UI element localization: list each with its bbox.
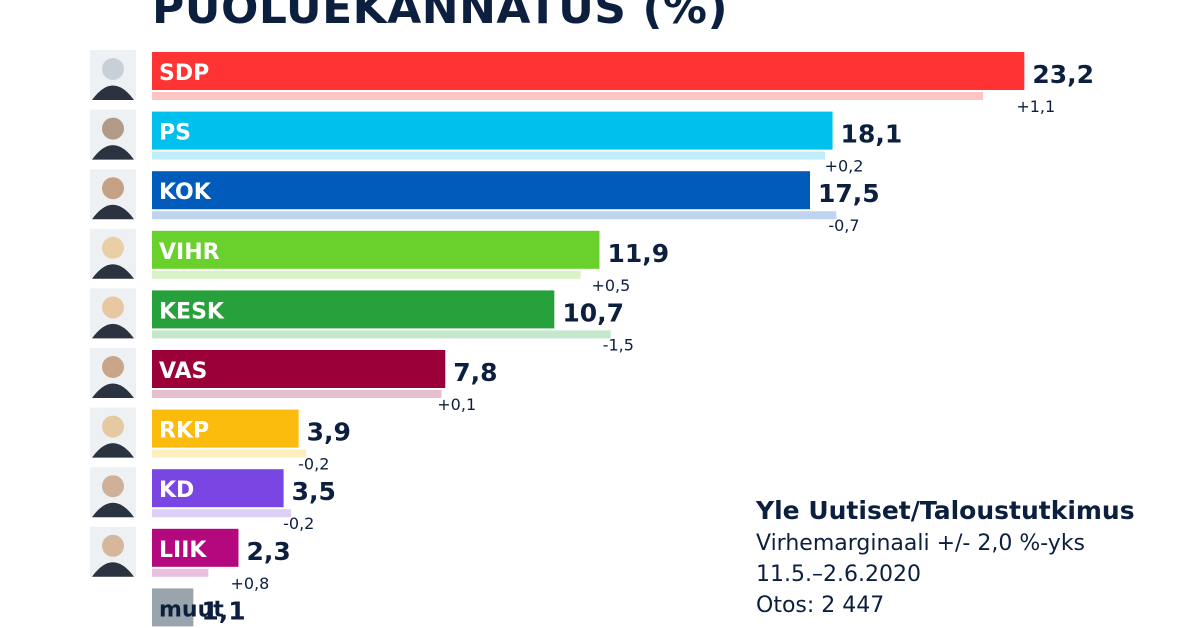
value-label-liik: 2,3: [246, 537, 290, 566]
avatar-sdp: [90, 50, 136, 100]
bar-vihr: [152, 230, 600, 269]
change-label-kesk: -1,5: [603, 335, 634, 354]
change-label-kok: -0,7: [828, 216, 859, 235]
avatar-kesk: [90, 288, 136, 339]
avatar-ps: [90, 109, 136, 160]
bar-row-ps: PS 18,1 +0,2: [90, 109, 903, 176]
change-label-liik: +0,8: [230, 574, 269, 593]
avatar-vihr: [90, 228, 136, 279]
previous-bar-kok: [152, 211, 837, 220]
avatar-vas: [90, 348, 136, 398]
source-info: Yle Uutiset/Taloustutkimus Virhemarginaa…: [756, 494, 1176, 621]
previous-bar-vihr: [152, 270, 581, 279]
bar-row-kesk: KESK 10,7 -1,5: [90, 288, 634, 354]
bar-row-liik: LIIK 2,3 +0,8: [90, 526, 291, 593]
category-label-rkp: RKP: [159, 419, 209, 444]
avatar-kd: [90, 467, 136, 518]
value-label-vihr: 11,9: [607, 239, 669, 268]
previous-bar-rkp: [152, 449, 307, 458]
value-label-muut: 1,1: [201, 596, 245, 625]
avatar-liik: [90, 526, 136, 577]
previous-bar-vas: [152, 390, 442, 398]
bar-row-vas: VAS 7,8 +0,1: [90, 348, 498, 414]
category-label-ps: PS: [159, 121, 191, 146]
change-label-vihr: +0,5: [591, 276, 630, 295]
chart-title: PUOLUEKANNATUS (%): [152, 0, 729, 34]
previous-bar-ps: [152, 151, 826, 160]
category-label-liik: LIIK: [159, 538, 207, 563]
survey-period: 11.5.–2.6.2020: [756, 562, 921, 587]
value-label-rkp: 3,9: [307, 418, 351, 447]
change-label-kd: -0,2: [283, 514, 314, 533]
category-label-kd: KD: [159, 478, 194, 503]
bar-muut: [152, 588, 194, 627]
bar-rkp: [152, 409, 299, 448]
category-label-sdp: SDP: [159, 61, 209, 86]
value-label-sdp: 23,2: [1032, 60, 1094, 89]
bar-row-rkp: RKP 3,9 -0,2: [90, 407, 351, 474]
bar-kesk: [152, 290, 555, 329]
source-title: Yle Uutiset/Taloustutkimus: [756, 496, 1135, 525]
value-label-vas: 7,8: [453, 358, 497, 387]
previous-bar-kesk: [152, 330, 611, 339]
category-label-kesk: KESK: [159, 299, 225, 324]
bar-ps: [152, 111, 833, 150]
category-label-vihr: VIHR: [159, 240, 220, 265]
category-label-muut: muut: [159, 597, 224, 622]
change-label-vas: +0,1: [437, 395, 476, 414]
bar-row-vihr: VIHR 11,9 +0,5: [90, 228, 669, 295]
bar-row-kd: KD 3,5 -0,2: [90, 467, 336, 533]
bar-kd: [152, 469, 284, 508]
bar-kok: [152, 171, 810, 210]
value-label-kok: 17,5: [818, 179, 880, 208]
avatar-kok: [90, 169, 136, 220]
value-label-kesk: 10,7: [562, 298, 624, 327]
bar-liik: [152, 528, 239, 567]
avatar-rkp: [90, 407, 136, 458]
bar-row-kok: KOK 17,5 -0,7: [90, 169, 880, 235]
change-label-ps: +0,2: [825, 157, 864, 176]
change-label-rkp: -0,2: [298, 455, 329, 474]
category-label-vas: VAS: [159, 359, 207, 384]
value-label-kd: 3,5: [292, 477, 336, 506]
bar-sdp: [152, 52, 1025, 90]
value-label-ps: 18,1: [841, 120, 903, 149]
margin-of-error: Virhemarginaali +/- 2,0 %-yks: [756, 531, 1086, 556]
previous-bar-sdp: [152, 92, 983, 100]
bar-vas: [152, 350, 446, 388]
bar-row-sdp: SDP 23,2 +1,1: [90, 50, 1094, 116]
previous-bar-liik: [152, 568, 209, 577]
change-label-sdp: +1,1: [1016, 97, 1055, 116]
previous-bar-kd: [152, 509, 292, 518]
category-label-kok: KOK: [159, 180, 212, 205]
sample-size: Otos: 2 447: [756, 593, 885, 618]
